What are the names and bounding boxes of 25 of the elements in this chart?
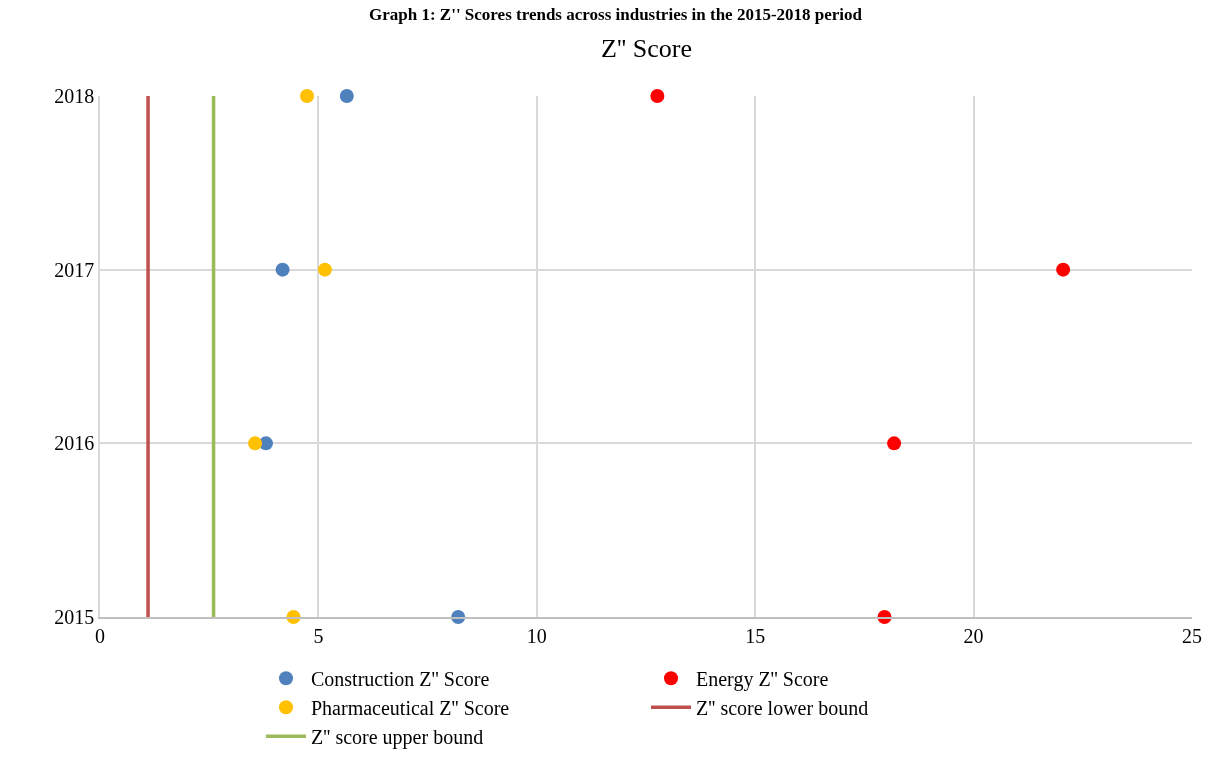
y-tick-label: 2016	[54, 432, 95, 455]
point	[248, 436, 263, 451]
point	[650, 89, 665, 103]
point	[1056, 262, 1071, 277]
x-tick-label: 0	[95, 624, 105, 647]
x-tick-label: 20	[963, 624, 984, 647]
legend-label: Z'' score upper bound	[311, 725, 484, 749]
chart-subtitle: Z'' Score	[601, 34, 692, 63]
point	[275, 262, 290, 277]
y-tick-label: 2017	[54, 258, 95, 281]
legend-label: Z'' score lower bound	[696, 696, 869, 719]
legend-label: Energy Z'' Score	[696, 667, 829, 691]
point	[317, 262, 332, 277]
x-tick-label: 15	[745, 624, 766, 647]
legend-label: Pharmaceutical Z'' Score	[311, 696, 510, 719]
x-tick-label: 25	[1182, 624, 1202, 647]
point	[300, 89, 315, 103]
x-tick-label: 10	[526, 624, 547, 647]
legend-label: Construction Z'' Score	[311, 667, 490, 690]
y-tick-label: 2018	[54, 85, 95, 107]
y-tick-label: 2015	[54, 606, 95, 628]
chart-title: Graph 1: Z'' Scores trends across industries in the 2015-2018 period	[368, 4, 863, 24]
point	[339, 89, 354, 103]
x-tick-label: 5	[313, 624, 324, 647]
point	[887, 436, 902, 451]
